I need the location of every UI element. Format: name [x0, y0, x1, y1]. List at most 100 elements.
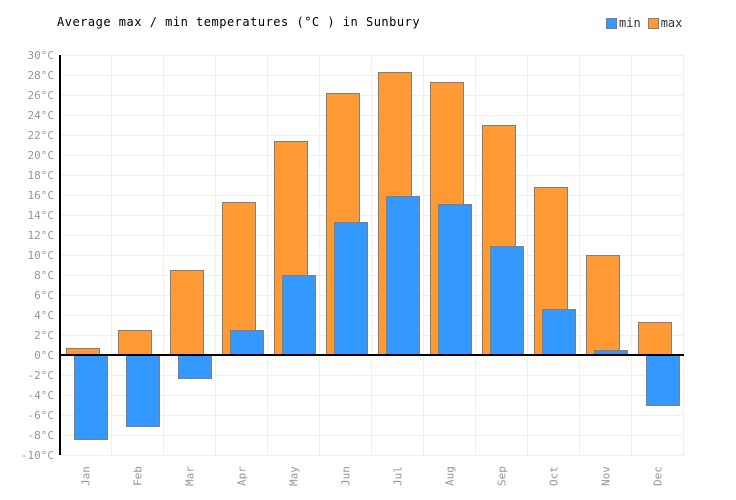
x-axis-tick-label: Oct [547, 466, 561, 486]
bar-min-jul [386, 196, 420, 355]
gridline-vertical [527, 55, 528, 455]
y-axis-tick-label: 8°C [34, 269, 54, 282]
gridline-horizontal [60, 275, 684, 276]
x-axis-tick-label: Dec [651, 466, 665, 486]
x-axis-tick-label: Apr [235, 466, 249, 486]
bar-max-apr [222, 202, 256, 355]
bar-min-feb [126, 355, 160, 427]
gridline-vertical [111, 55, 112, 455]
x-axis-tick-label: Aug [443, 466, 457, 486]
gridline-horizontal [60, 315, 684, 316]
x-axis-tick-label: Jan [79, 466, 93, 486]
x-axis-tick-label: May [287, 466, 301, 486]
legend-label-max: max [660, 16, 683, 30]
gridline-horizontal [60, 335, 684, 336]
y-axis-line [59, 55, 61, 455]
gridline-horizontal [60, 235, 684, 236]
y-axis-tick-label: 4°C [34, 309, 54, 322]
gridline-horizontal [60, 255, 684, 256]
gridline-horizontal [60, 75, 684, 76]
bar-max-nov [586, 255, 620, 355]
bar-group-nov [580, 55, 632, 455]
y-axis-tick-label: 10°C [27, 249, 55, 262]
legend-item-max: max [647, 16, 683, 30]
bar-min-jan [74, 355, 108, 440]
bar-group-jul [372, 55, 424, 455]
gridline-horizontal [60, 95, 684, 96]
y-axis-tick-labels: 30°C 28°C 26°C 24°C 22°C 20°C 18°C 16°C 14°C 12°C… [0, 49, 55, 462]
x-axis-tick-label: Mar [183, 466, 197, 486]
bar-min-mar [178, 355, 212, 379]
gridline-vertical [267, 55, 268, 455]
gridline-vertical [475, 55, 476, 455]
plot-area [59, 55, 684, 456]
y-axis-tick-label: 24°C [27, 109, 55, 122]
max-color-swatch [647, 17, 659, 29]
gridline-horizontal [60, 175, 684, 176]
y-axis-tick-label: -2°C [27, 369, 55, 382]
y-axis-tick-label: 0°C [34, 349, 54, 362]
gridline-vertical [371, 55, 372, 455]
gridline-vertical [423, 55, 424, 455]
bar-group-jun [320, 55, 372, 455]
x-axis-tick-label: Jun [339, 466, 353, 486]
legend: min max [606, 16, 682, 30]
y-axis-tick-label: 12°C [27, 229, 55, 242]
y-axis-tick-label: 30°C [27, 49, 55, 62]
legend-item-min: min [606, 16, 641, 30]
gridline-vertical [163, 55, 164, 455]
legend-label-min: min [619, 16, 641, 30]
bar-max-dec [638, 322, 672, 355]
bar-min-may [282, 275, 316, 355]
gridline-vertical [215, 55, 216, 455]
y-axis-tick-label: -4°C [27, 389, 55, 402]
gridline-horizontal [60, 435, 684, 436]
bar-min-aug [438, 204, 472, 355]
x-axis-tick-label: Nov [599, 466, 613, 486]
bar-max-feb [118, 330, 152, 355]
gridline-vertical [579, 55, 580, 455]
gridline-horizontal [60, 455, 684, 456]
y-axis-tick-label: 20°C [27, 149, 55, 162]
bar-group-sep [476, 55, 528, 455]
gridline-horizontal [60, 395, 684, 396]
x-axis-tick-label: Sep [495, 466, 509, 486]
bar-min-sep [490, 246, 524, 355]
x-axis-tick-labels: Jan Feb Mar Apr May Jun Jul Aug Sep Oct Nov Dec [60, 457, 684, 497]
y-axis-tick-label: 26°C [27, 89, 55, 102]
y-axis-tick-label: 14°C [27, 209, 55, 222]
gridline-horizontal [60, 415, 684, 416]
chart-title: Average max / min temperatures (°C ) in … [57, 15, 421, 29]
x-axis-tick-label: Feb [131, 466, 145, 486]
bar-group-jan [60, 55, 112, 455]
bar-group-aug [424, 55, 476, 455]
bar-min-dec [646, 355, 680, 406]
bar-max-mar [170, 270, 204, 355]
y-axis-tick-label: 22°C [27, 129, 55, 142]
gridline-horizontal [60, 155, 684, 156]
gridline-horizontal [60, 115, 684, 116]
gridline-horizontal [60, 375, 684, 376]
bar-group-feb [112, 55, 164, 455]
bar-group-dec [632, 55, 684, 455]
y-axis-tick-label: 16°C [27, 189, 55, 202]
bar-min-jun [334, 222, 368, 355]
x-axis-zero-line [60, 354, 684, 356]
gridline-horizontal [60, 55, 684, 56]
y-axis-tick-label: 28°C [27, 69, 55, 82]
gridline-horizontal [60, 215, 684, 216]
y-axis-tick-label: -6°C [27, 409, 55, 422]
gridline-horizontal [60, 195, 684, 196]
y-axis-tick-label: 6°C [34, 289, 54, 302]
bar-min-oct [542, 309, 576, 355]
gridline-vertical [631, 55, 632, 455]
x-axis-tick-label: Jul [391, 466, 405, 486]
bar-group-apr [216, 55, 268, 455]
y-axis-tick-label: -8°C [27, 429, 55, 442]
y-axis-tick-label: 18°C [27, 169, 55, 182]
min-color-swatch [606, 17, 617, 29]
gridline-horizontal [60, 135, 684, 136]
bar-group-may [268, 55, 320, 455]
y-axis-tick-label: 2°C [34, 329, 54, 342]
gridline-horizontal [60, 295, 684, 296]
